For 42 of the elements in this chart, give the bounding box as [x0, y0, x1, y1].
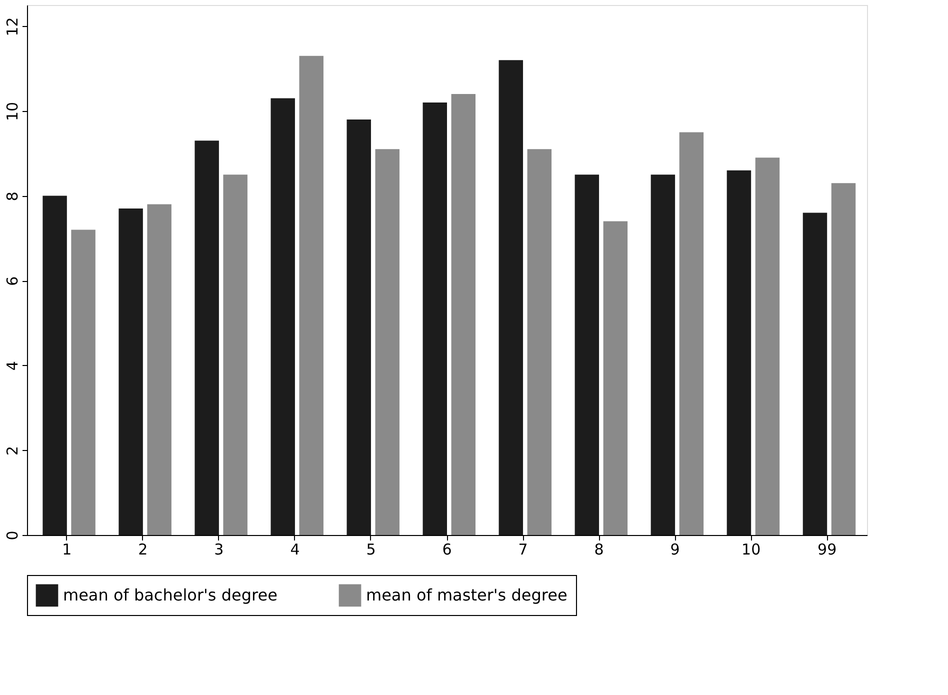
y-tick-label: 10	[4, 102, 22, 122]
bar	[650, 174, 676, 535]
bar	[755, 158, 780, 535]
x-tick-label: 9	[670, 540, 680, 558]
x-tick-label: 10	[742, 540, 761, 558]
x-tick-label: 5	[366, 540, 376, 558]
x-tick-label: 2	[138, 540, 148, 558]
x-tick-label: 8	[594, 540, 604, 558]
legend-label: mean of bachelor's degree	[63, 585, 278, 604]
bar	[498, 60, 524, 535]
bar	[71, 230, 96, 535]
legend-label: mean of master's degree	[366, 585, 568, 604]
bar	[194, 140, 219, 535]
y-tick-label: 0	[4, 530, 22, 540]
bar	[118, 208, 143, 535]
bar	[299, 56, 324, 535]
bar	[451, 94, 476, 535]
bar	[375, 149, 400, 535]
x-tick-label: 99	[818, 540, 837, 558]
bar	[831, 183, 856, 535]
x-tick-label: 1	[62, 540, 72, 558]
y-tick-label: 12	[4, 17, 22, 36]
bar	[603, 221, 628, 535]
bar	[527, 149, 552, 535]
bar	[679, 132, 704, 535]
bar	[422, 102, 447, 535]
bar	[147, 204, 172, 535]
y-tick-label: 2	[4, 446, 22, 456]
y-tick-label: 8	[4, 192, 22, 202]
bar	[42, 196, 67, 535]
y-tick-label: 4	[4, 361, 22, 371]
y-tick-label: 6	[4, 276, 22, 286]
bar	[270, 98, 295, 535]
x-tick-label: 6	[442, 540, 452, 558]
bar	[574, 174, 600, 535]
x-tick-label: 3	[214, 540, 224, 558]
x-tick-label: 7	[518, 540, 528, 558]
x-tick-label: 4	[290, 540, 300, 558]
bar	[223, 174, 248, 535]
bar	[802, 212, 828, 535]
bar	[346, 119, 371, 535]
bar	[726, 170, 752, 535]
